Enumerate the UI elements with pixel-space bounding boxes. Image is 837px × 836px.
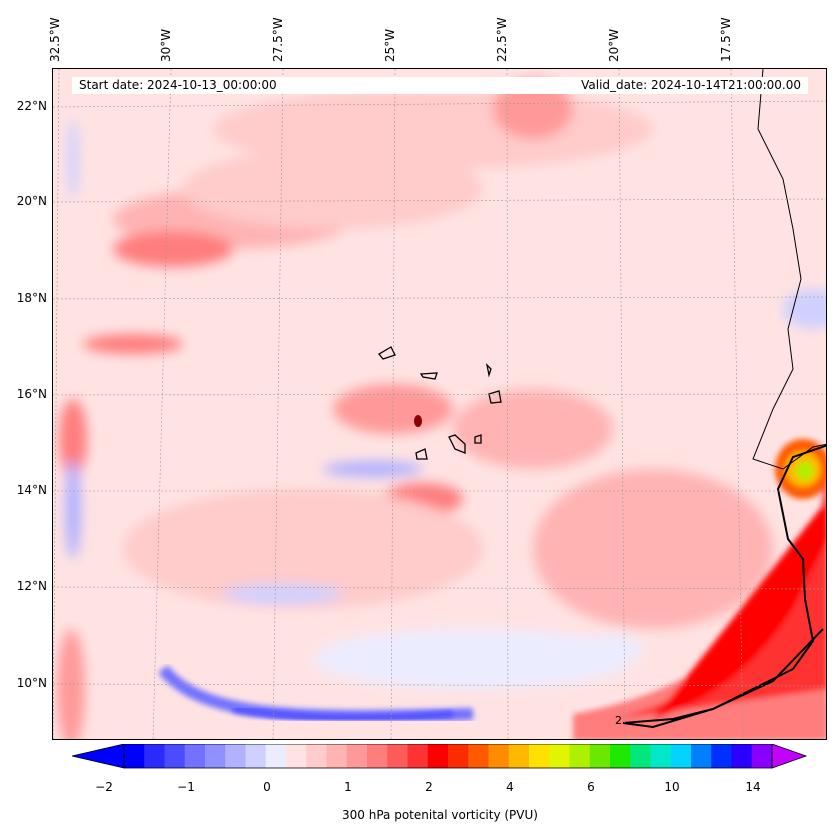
colorbar (71, 744, 808, 769)
lon-label: 27.5°W (271, 17, 285, 62)
colorbar-swatch (144, 744, 165, 768)
colorbar-tick-label: 1 (344, 780, 352, 794)
colorbar-swatch (306, 744, 327, 768)
lat-label: 10°N (16, 676, 47, 690)
pv-2-contour (622, 444, 826, 729)
colorbar-swatch (326, 744, 348, 768)
pv-shading (57, 79, 826, 739)
colorbar-swatch (225, 744, 246, 768)
pv-high-anomaly (573, 439, 826, 739)
lon-label: 30°W (159, 28, 173, 62)
valid-date-label: Valid_date: 2024-10-14T21:00:00.00 (581, 78, 801, 92)
lon-label: 25°W (383, 28, 397, 62)
colorbar-tick-label: 10 (664, 780, 680, 794)
pv-field-map: 2 (53, 69, 826, 739)
date-info-box (72, 77, 808, 94)
lat-label: 14°N (16, 483, 47, 497)
pv-local-maximum (414, 415, 422, 427)
colorbar-swatch (164, 744, 186, 768)
lat-label: 16°N (16, 387, 47, 401)
colorbar-tick-label: 0 (263, 780, 271, 794)
lon-label: 32.5°W (48, 17, 62, 62)
colorbar-swatch (650, 744, 672, 768)
colorbar-swatch (670, 744, 692, 768)
colorbar-swatch (589, 744, 611, 768)
colorbar-swatch (711, 744, 732, 768)
colorbar-tick-label: 4 (506, 780, 514, 794)
colorbar-swatch (346, 744, 368, 768)
colorbar-swatch (387, 744, 408, 768)
colorbar-swatch (124, 744, 145, 768)
colorbar-tick-label: 2 (425, 780, 433, 794)
colorbar-swatch (630, 744, 651, 768)
colorbar-tick-label: 6 (587, 780, 595, 794)
colorbar-label: 300 hPa potenital vorticity (PVU) (342, 808, 538, 822)
start-date-label: Start date: 2024-10-13_00:00:00 (79, 78, 277, 92)
colorbar-tick-label: 14 (745, 780, 761, 794)
lat-label: 22°N (16, 99, 47, 113)
colorbar-swatch (367, 744, 388, 768)
colorbar-swatch (751, 744, 773, 768)
colorbar-swatch (468, 744, 489, 768)
lat-label: 12°N (16, 579, 47, 593)
colorbar-swatch (427, 744, 449, 768)
lat-label: 20°N (16, 194, 47, 208)
colorbar-extend-min (71, 744, 125, 769)
colorbar-swatch (529, 744, 550, 768)
colorbar-border (123, 744, 773, 769)
colorbar-swatch (265, 744, 287, 768)
colorbar-swatch (549, 744, 570, 768)
colorbar-swatch (205, 744, 226, 768)
cabo-verde-islands (378, 346, 502, 460)
colorbar-swatch (488, 744, 510, 768)
contour-label: 2 (615, 714, 622, 727)
lon-label: 17.5°W (719, 17, 733, 62)
colorbar-swatch (448, 744, 469, 768)
map-panel: 2 (52, 68, 827, 740)
lat-label: 18°N (16, 291, 47, 305)
colorbar-swatch (407, 744, 429, 768)
colorbar-swatch (569, 744, 591, 768)
colorbar-tick-label: −1 (177, 780, 195, 794)
colorbar-swatch (245, 744, 267, 768)
colorbar-extend-max (771, 744, 808, 769)
lon-label: 20°W (607, 28, 621, 62)
colorbar-swatch (508, 744, 530, 768)
colorbar-swatch (731, 744, 753, 768)
colorbar-tick-label: −2 (95, 780, 113, 794)
colorbar-swatch (610, 744, 631, 768)
colorbar-swatch (286, 744, 307, 768)
lon-label: 22.5°W (495, 17, 509, 62)
colorbar-swatch (184, 744, 206, 768)
colorbar-swatch (691, 744, 712, 768)
graticule (53, 69, 826, 739)
